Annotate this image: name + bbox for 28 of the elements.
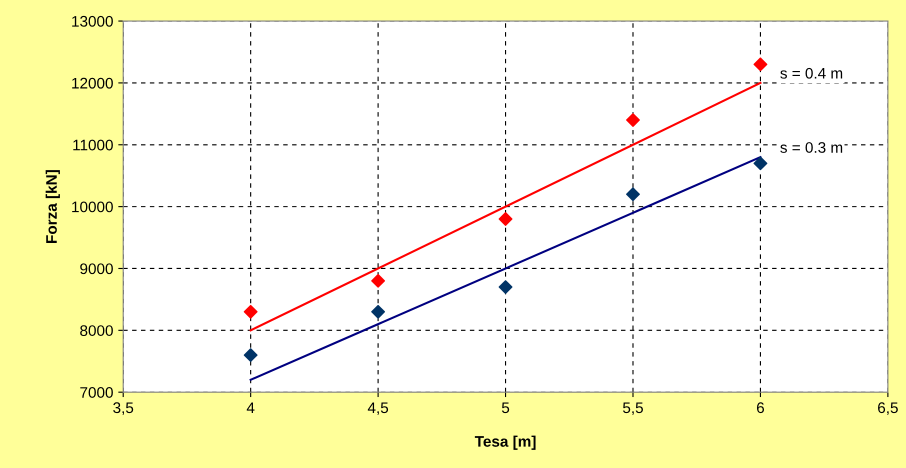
point	[498, 280, 512, 294]
point	[626, 113, 640, 127]
point	[754, 57, 768, 72]
y-tick-label: 10000	[72, 201, 113, 212]
x-tick-label: 4,5	[368, 402, 388, 415]
point	[244, 348, 258, 362]
point	[371, 304, 386, 319]
y-axis-title: Forza [kN]	[46, 170, 60, 243]
point	[754, 156, 768, 170]
x-tick-label: 6,5	[878, 402, 898, 415]
y-tick-label: 11000	[73, 140, 113, 150]
x-tick-label: 5	[502, 402, 510, 414]
point	[498, 212, 512, 226]
y-tick-label: 12000	[72, 78, 113, 89]
series-label: s = 0.3 m	[780, 142, 842, 153]
point	[626, 187, 640, 202]
point	[244, 304, 258, 319]
series-label: s = 0.4 m	[780, 68, 842, 79]
x-tick-label: 6	[756, 402, 764, 414]
x-tick-label: 5,5	[622, 402, 643, 415]
x-axis-title: Tesa [m]	[474, 436, 536, 450]
y-tick-label: 7000	[80, 387, 113, 398]
y-tick-label: 13000	[72, 16, 113, 27]
y-tick-label: 8000	[80, 325, 113, 336]
x-tick-label: 4	[246, 402, 254, 413]
x-tick-label: 3,5	[113, 402, 134, 415]
point	[371, 274, 386, 288]
y-tick-label: 9000	[80, 263, 113, 274]
